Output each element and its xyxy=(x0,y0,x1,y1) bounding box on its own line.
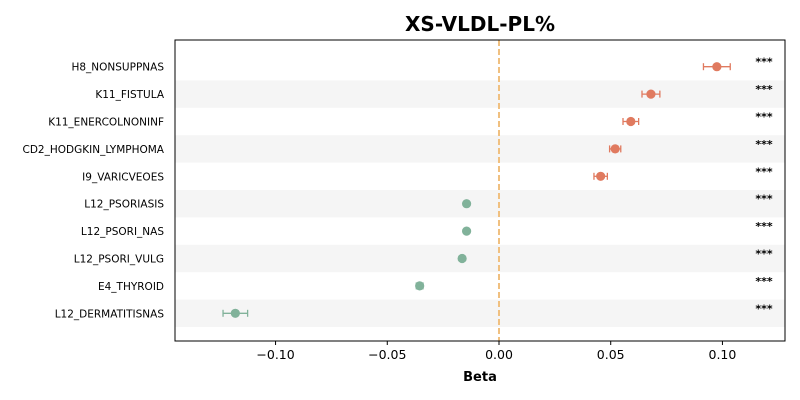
category-label: CD2_HODGKIN_LYMPHOMA xyxy=(23,144,165,156)
significance-label: *** xyxy=(755,220,773,233)
category-label: I9_VARICVEOES xyxy=(82,171,164,183)
data-point xyxy=(596,171,606,181)
significance-label: *** xyxy=(755,56,773,69)
data-point xyxy=(626,116,636,127)
data-point xyxy=(415,281,425,291)
row-band xyxy=(175,135,785,163)
category-label: L12_PSORI_NAS xyxy=(81,226,164,238)
data-point xyxy=(646,89,656,99)
row-band xyxy=(175,80,785,108)
x-tick-label: 0.05 xyxy=(597,347,625,362)
category-label: E4_THYROID xyxy=(98,281,164,293)
significance-label: *** xyxy=(755,193,773,206)
significance-label: *** xyxy=(755,165,773,178)
significance-label: *** xyxy=(755,275,773,288)
row-band xyxy=(175,244,785,273)
data-point xyxy=(712,62,722,72)
x-axis-title: Beta xyxy=(463,370,497,385)
significance-label: *** xyxy=(755,302,773,315)
category-label: K11_FISTULA xyxy=(95,89,164,101)
data-point xyxy=(457,253,467,264)
data-point xyxy=(610,144,620,154)
significance-label: *** xyxy=(755,248,773,261)
significance-labels: *** *** *** *** *** *** *** *** *** *** xyxy=(755,56,773,316)
x-tick-label: 0.00 xyxy=(485,347,513,362)
category-label: H8_NONSUPPNAS xyxy=(71,62,164,74)
category-labels: H8_NONSUPPNAS K11_FISTULA K11_ENERCOLNONIN… xyxy=(23,62,165,321)
chart-title: XS-VLDL-PL% xyxy=(405,12,555,36)
category-label: L12_PSORI_VULG xyxy=(74,254,164,266)
significance-label: *** xyxy=(755,138,773,151)
plot-frame xyxy=(174,39,786,342)
data-point xyxy=(461,199,472,209)
row-bands xyxy=(175,80,785,327)
x-axis-ticks: −0.10 −0.05 0.00 0.05 0.10 xyxy=(256,341,736,362)
x-tick-label: −0.05 xyxy=(368,347,406,362)
data-point xyxy=(461,226,472,236)
significance-label: *** xyxy=(755,83,773,96)
category-label: L12_PSORIASIS xyxy=(84,199,164,211)
x-tick-label: 0.10 xyxy=(709,347,737,362)
row-band xyxy=(175,190,785,218)
row-band xyxy=(175,299,785,327)
data-points xyxy=(230,62,722,318)
category-label: K11_ENERCOLNONINF xyxy=(48,117,164,129)
data-point xyxy=(230,308,240,318)
category-label: L12_DERMATITISNAS xyxy=(55,308,165,320)
significance-label: *** xyxy=(755,111,773,124)
x-tick-label: −0.10 xyxy=(256,347,294,362)
